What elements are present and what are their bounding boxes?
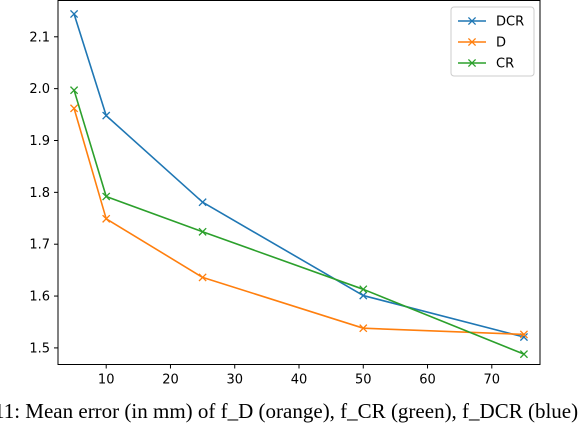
legend-label: DCR (496, 15, 524, 30)
legend-label: D (496, 36, 506, 51)
marker-stroke (198, 198, 207, 207)
y-tick-label: 1.5 (29, 341, 50, 356)
legend-entry-cr: CR (458, 57, 514, 72)
marker-stroke (359, 291, 368, 300)
data-point (70, 104, 79, 113)
caption-text: 11: Mean error (in mm) of f_D (orange), … (0, 399, 579, 423)
data-point (198, 273, 207, 282)
data-point (359, 324, 368, 333)
data-point (198, 198, 207, 207)
data-point (102, 214, 111, 223)
series-line (73, 89, 525, 355)
x-tick-label: 60 (419, 373, 436, 388)
data-point (70, 9, 79, 19)
marker-stroke (519, 350, 528, 359)
data-point (519, 350, 528, 359)
data-point (359, 291, 368, 300)
marker-stroke (70, 104, 79, 113)
marker-stroke (102, 192, 111, 201)
y-tick-label: 2.1 (29, 30, 50, 45)
series-line (73, 108, 524, 336)
legend-label: CR (496, 57, 514, 72)
marker-stroke (102, 214, 111, 223)
legend-marker (467, 58, 477, 68)
marker-stroke (70, 9, 79, 19)
x-tick-label: 40 (291, 373, 308, 388)
data-point (102, 111, 111, 120)
data-point (519, 330, 528, 339)
data-point (198, 227, 207, 236)
series-d (70, 104, 528, 339)
x-tick-label: 20 (162, 373, 179, 388)
legend-entry-dcr: DCR (458, 15, 524, 30)
x-tick-label: 10 (98, 373, 115, 388)
legend-marker (467, 37, 477, 47)
marker-stroke (198, 227, 207, 236)
legend-box (450, 6, 535, 77)
marker-stroke (519, 330, 528, 339)
marker-stroke (198, 273, 207, 282)
y-tick-label: 1.6 (29, 290, 50, 305)
y-axis-ticks: 1.5 1.6 1.7 1.8 1.9 2.0 2.1 (29, 30, 58, 356)
series-cr (70, 86, 528, 359)
marker-stroke (359, 285, 368, 294)
marker-stroke (467, 16, 477, 26)
y-tick-label: 2.0 (29, 82, 50, 97)
series-layer (70, 9, 528, 359)
legend-entry-d: D (458, 36, 506, 51)
figure-caption: 11: Mean error (in mm) of f_D (orange), … (0, 392, 580, 424)
x-axis-ticks: 10 20 30 40 50 60 70 (98, 364, 501, 388)
x-tick-label: 50 (355, 373, 372, 388)
marker-stroke (70, 86, 79, 95)
data-point (70, 86, 79, 95)
y-tick-label: 1.7 (29, 238, 50, 253)
data-point (102, 192, 111, 201)
y-tick-label: 1.8 (29, 186, 50, 201)
marker-stroke (102, 111, 111, 120)
marker-stroke (359, 324, 368, 333)
data-point (359, 285, 368, 294)
x-tick-label: 30 (226, 373, 243, 388)
x-tick-label: 70 (484, 373, 501, 388)
legend-marker (467, 16, 477, 26)
marker-stroke (467, 37, 477, 47)
marker-stroke (519, 332, 528, 342)
y-tick-label: 1.9 (29, 134, 50, 149)
marker-stroke (467, 58, 477, 68)
